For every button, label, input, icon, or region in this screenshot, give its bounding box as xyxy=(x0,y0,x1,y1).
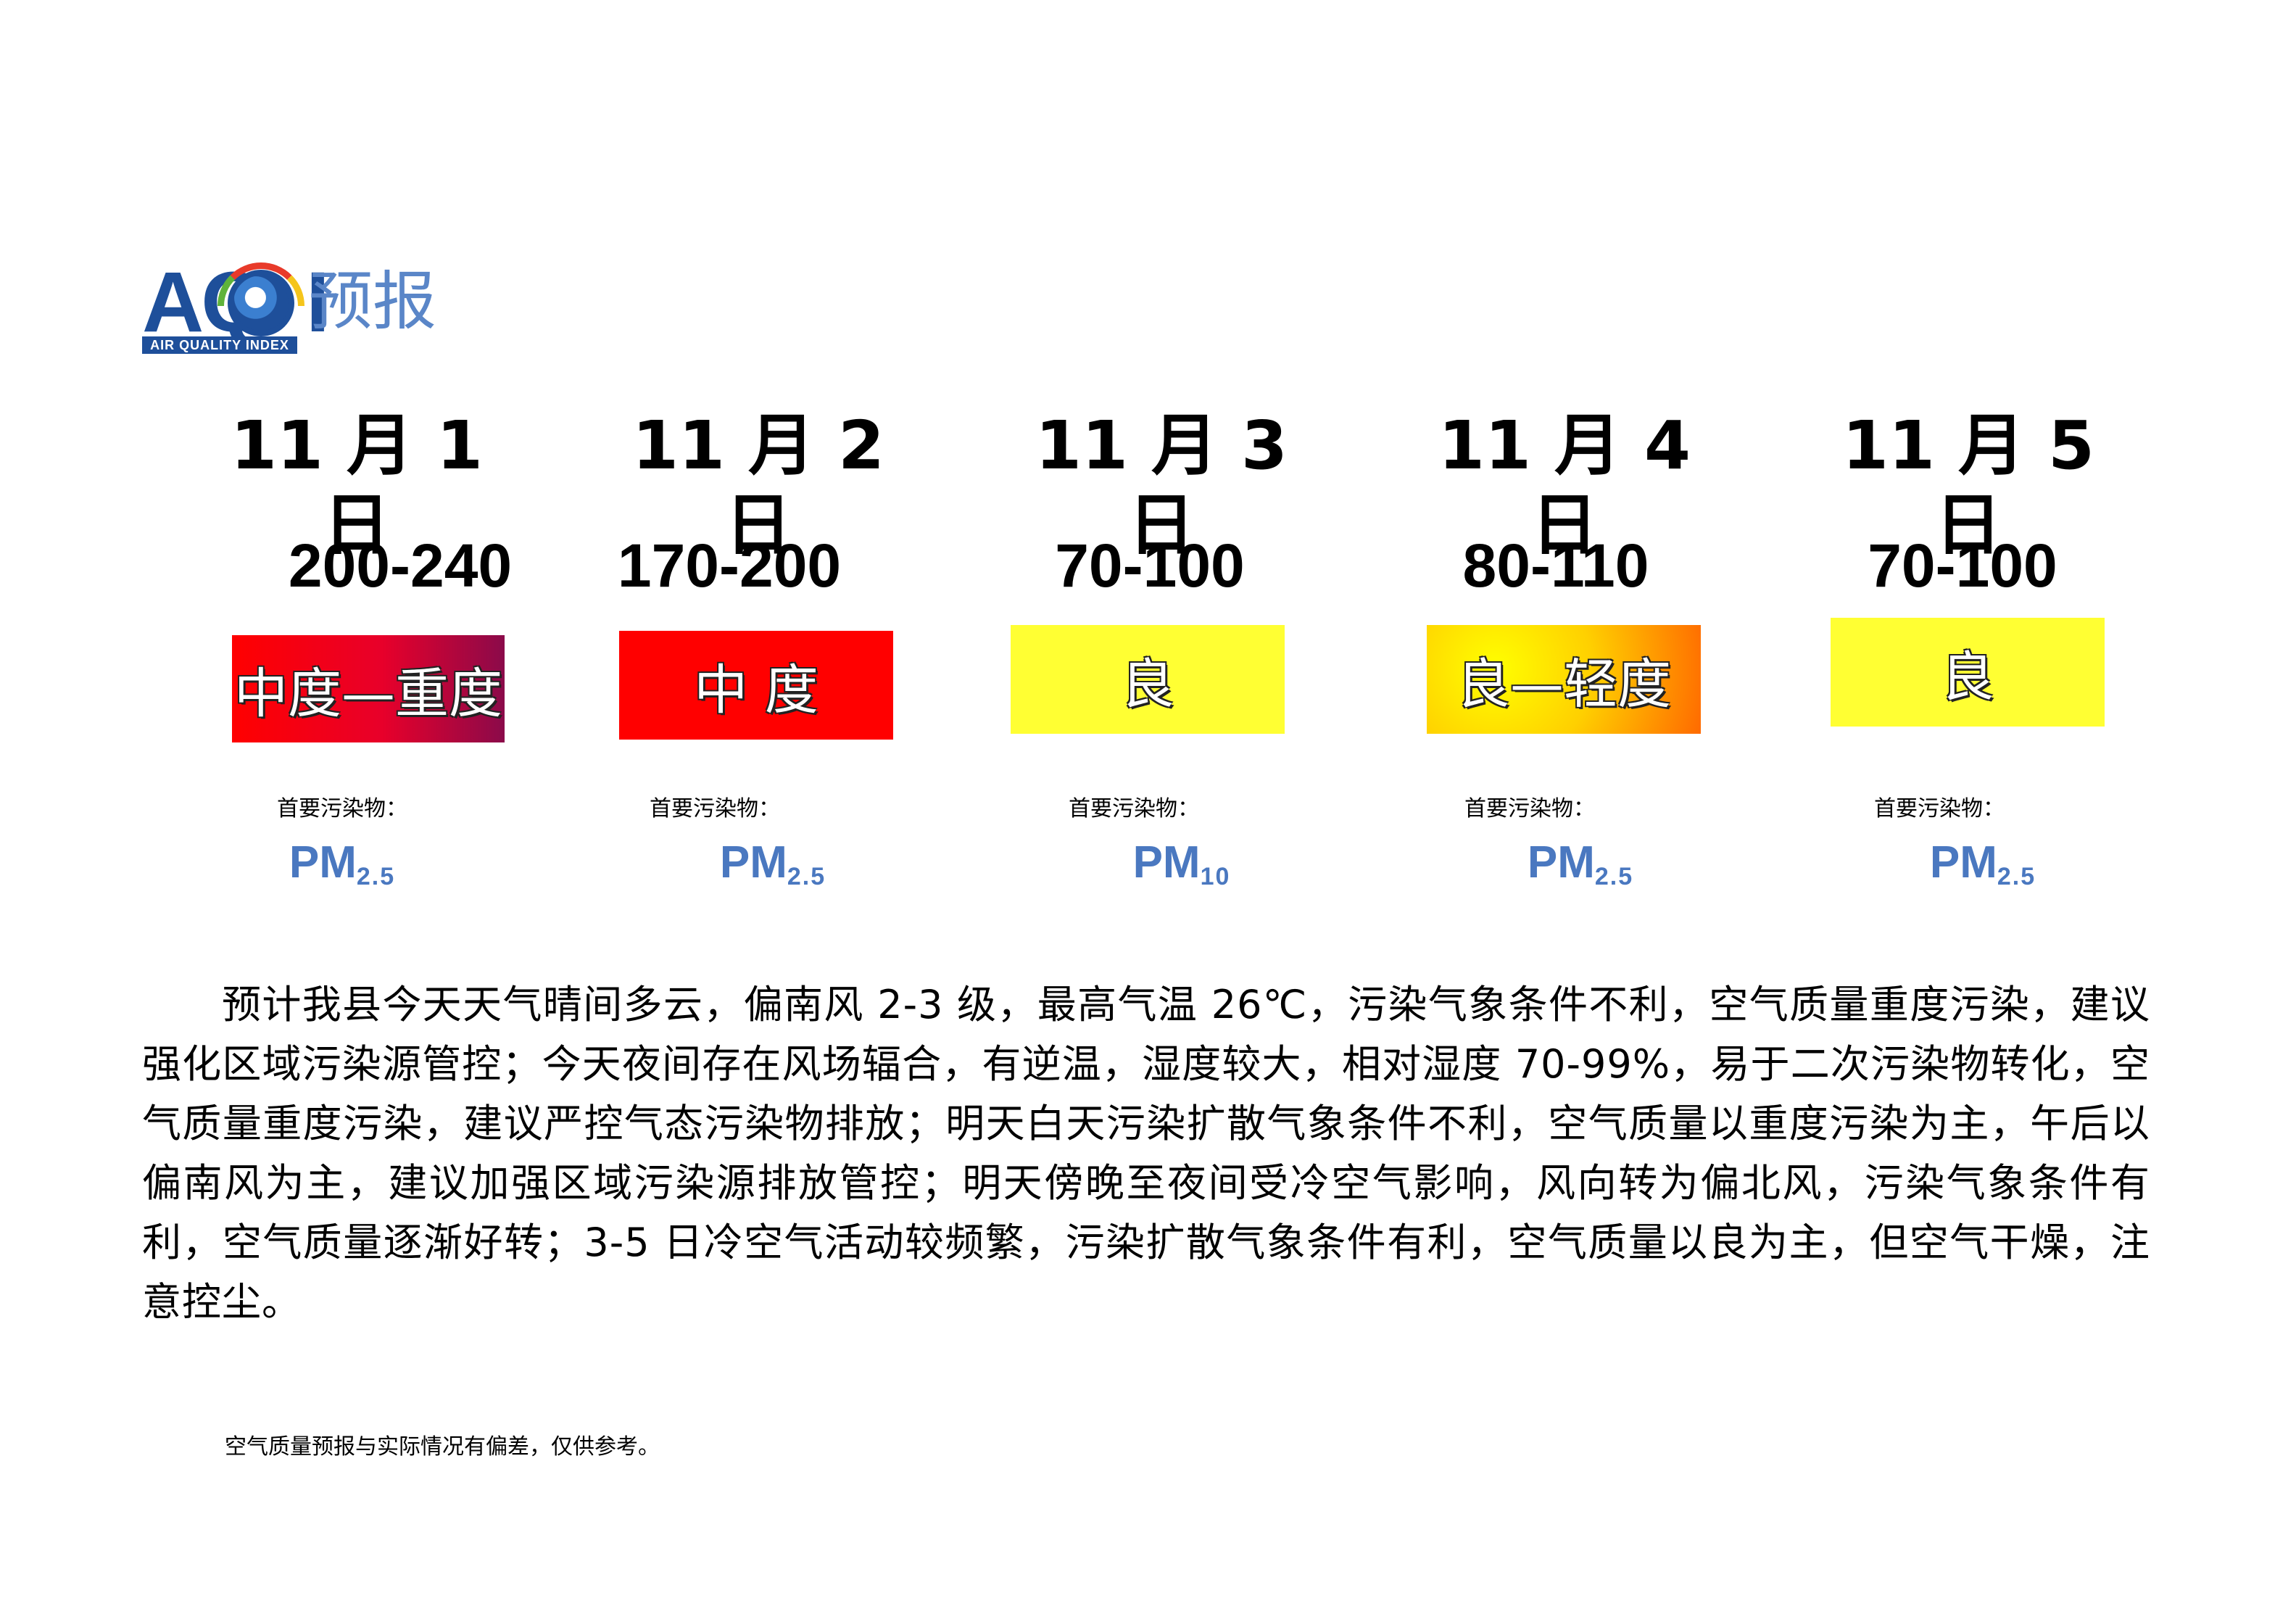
aqi-range: 70-100 xyxy=(1868,531,2057,600)
primary-pollutant-label: 首要污染物： xyxy=(1874,796,2005,822)
primary-pollutant-label: 首要污染物： xyxy=(650,796,780,822)
level-badge: 中度—重度 xyxy=(232,635,505,742)
logo-subtext: AIR QUALITY INDEX xyxy=(142,336,297,354)
forecast-description: 预计我县今天天气晴间多云，偏南风 2-3 级，最高气温 26℃，污染气象条件不利… xyxy=(142,982,2150,1325)
aqi-range: 80-110 xyxy=(1462,531,1649,600)
primary-pollutant: PM2.5 xyxy=(289,837,396,890)
level-badge: 良—轻度 xyxy=(1427,625,1701,734)
level-badge: 良 xyxy=(1831,618,2105,727)
primary-pollutant: PM2.5 xyxy=(1527,837,1634,890)
forecast-date: 11 月 4 日 xyxy=(1438,407,1691,564)
primary-pollutant: PM10 xyxy=(1132,837,1231,890)
page-title: 预报 xyxy=(309,264,437,339)
primary-pollutant-label: 首要污染物： xyxy=(277,796,407,822)
forecast-date: 11 月 1 日 xyxy=(230,407,484,564)
forecast-date: 11 月 5 日 xyxy=(1841,407,2095,564)
level-badge: 中 度 xyxy=(619,631,893,740)
forecast-date: 11 月 3 日 xyxy=(1035,407,1288,564)
forecast-day-5: 11 月 5 日 70-100 良 首要污染物： PM2.5 xyxy=(1816,406,2121,914)
primary-pollutant: PM2.5 xyxy=(719,837,826,890)
aqi-range: 170-200 xyxy=(617,531,842,600)
primary-pollutant-label: 首要污染物： xyxy=(1464,796,1595,822)
forecast-day-4: 11 月 4 日 80-110 良—轻度 首要污染物： PM2.5 xyxy=(1412,406,1717,914)
disclaimer-footnote: 空气质量预报与实际情况有偏差，仅供参考。 xyxy=(225,1434,660,1460)
forecast-date: 11 月 2 日 xyxy=(631,407,885,564)
primary-pollutant-label: 首要污染物： xyxy=(1069,796,1199,822)
logo-i-text: I xyxy=(306,255,330,350)
level-badge: 良 xyxy=(1011,625,1285,734)
primary-pollutant: PM2.5 xyxy=(1929,837,2036,890)
forecast-day-2: 11 月 2 日 170-200 中 度 首要污染物： PM2.5 xyxy=(606,406,911,914)
forecast-day-3: 11 月 3 日 70-100 良 首要污染物： PM10 xyxy=(1009,406,1314,914)
aqi-logo: AQ I AIR QUALITY INDEX 预报 xyxy=(142,260,447,354)
forecast-day-1: 11 月 1 日 200-240 中度—重度 首要污染物： PM2.5 xyxy=(204,406,512,914)
globe-icon xyxy=(228,270,294,336)
aqi-range: 70-100 xyxy=(1055,531,1245,600)
aqi-range: 200-240 xyxy=(288,531,513,600)
